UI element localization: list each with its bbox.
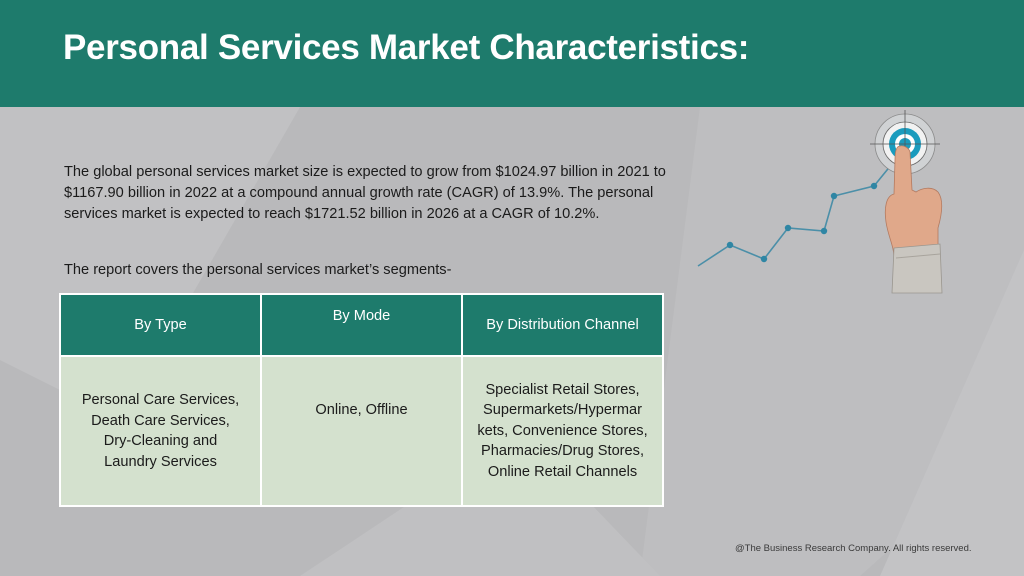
growth-chart-target-icon (697, 110, 943, 294)
header-by-type: By Type (59, 293, 262, 357)
header-by-distribution-channel: By Distribution Channel (461, 293, 664, 357)
table-header-row: By Type By Mode By Distribution Channel (59, 293, 664, 357)
cell-mode-values: Online, Offline (260, 355, 463, 507)
slide-title: Personal Services Market Characteristics… (63, 28, 750, 67)
cell-distribution-values: Specialist Retail Stores, Supermarkets/H… (461, 355, 664, 507)
intro-text: The global personal services market size… (64, 164, 666, 222)
table-row: Personal Care Services, Death Care Servi… (59, 355, 664, 507)
copyright-footer: @The Business Research Company. All righ… (735, 543, 972, 554)
segments-note: The report covers the personal services … (64, 262, 452, 278)
cell-type-values: Personal Care Services, Death Care Servi… (59, 355, 262, 507)
intro-paragraph: The global personal services market size… (64, 162, 680, 225)
title-bar: Personal Services Market Characteristics… (0, 0, 1024, 107)
segments-table: By Type By Mode By Distribution Channel … (59, 293, 664, 507)
header-by-mode: By Mode (260, 293, 463, 357)
